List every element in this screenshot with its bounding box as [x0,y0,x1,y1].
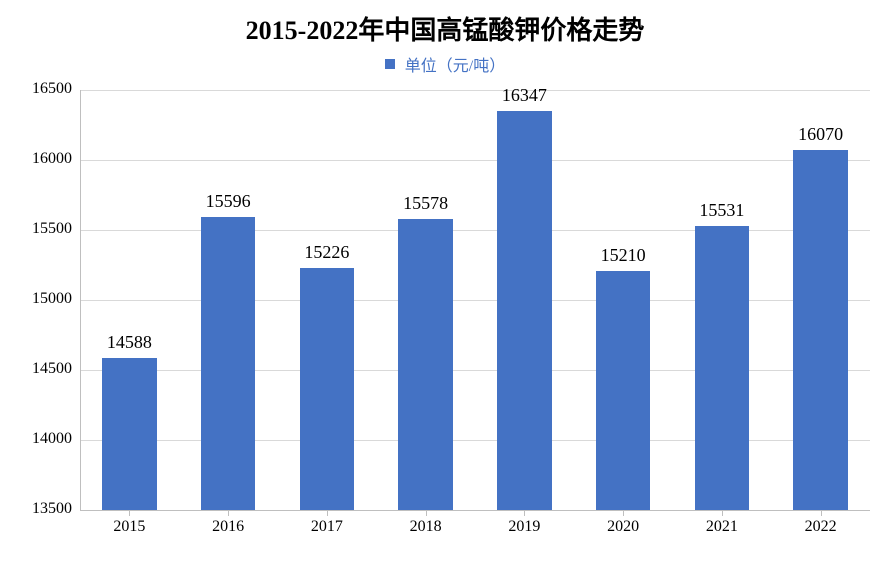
bar [497,111,551,510]
y-tick-label: 16500 [2,80,72,98]
chart-title: 2015-2022年中国高锰酸钾价格走势 [0,10,890,47]
bar [398,219,452,510]
gridline [80,160,870,161]
chart-legend: 单位（元/吨） [0,52,890,76]
x-tick-label: 2015 [113,518,145,536]
gridline [80,440,870,441]
y-tick-label: 15500 [2,220,72,238]
x-tick [228,510,229,516]
bar [695,226,749,510]
x-tick-label: 2019 [508,518,540,536]
data-label: 14588 [107,332,152,353]
gridline [80,300,870,301]
y-tick-label: 13500 [2,500,72,518]
data-label: 15596 [206,191,251,212]
gridline [80,370,870,371]
x-tick [722,510,723,516]
x-tick [129,510,130,516]
x-tick-label: 2022 [805,518,837,536]
y-tick-label: 16000 [2,150,72,168]
chart-container: 2015-2022年中国高锰酸钾价格走势 单位（元/吨） 14588 15596 1… [0,0,890,561]
x-tick-label: 2020 [607,518,639,536]
legend-label: 单位（元/吨） [405,52,505,76]
legend-marker-icon [385,59,395,69]
data-label: 15578 [403,193,448,214]
x-tick-label: 2016 [212,518,244,536]
x-tick [623,510,624,516]
data-label: 16070 [798,124,843,145]
x-tick-label: 2018 [410,518,442,536]
x-tick [524,510,525,516]
y-tick-label: 15000 [2,290,72,308]
gridline [80,230,870,231]
gridline [80,90,870,91]
x-tick [426,510,427,516]
bar [201,217,255,510]
data-label: 15210 [601,245,646,266]
plot-area: 1458815596152261557816347152101553116070 [80,90,870,510]
x-tick [327,510,328,516]
y-axis-line [80,90,81,510]
x-tick-label: 2021 [706,518,738,536]
bar [300,268,354,510]
x-tick-label: 2017 [311,518,343,536]
bar [102,358,156,510]
x-tick [821,510,822,516]
y-tick-label: 14500 [2,360,72,378]
data-label: 16347 [502,85,547,106]
x-axis-line [80,510,870,511]
bar [793,150,847,510]
data-label: 15226 [304,242,349,263]
data-label: 15531 [699,200,744,221]
y-tick-label: 14000 [2,430,72,448]
bar [596,271,650,510]
